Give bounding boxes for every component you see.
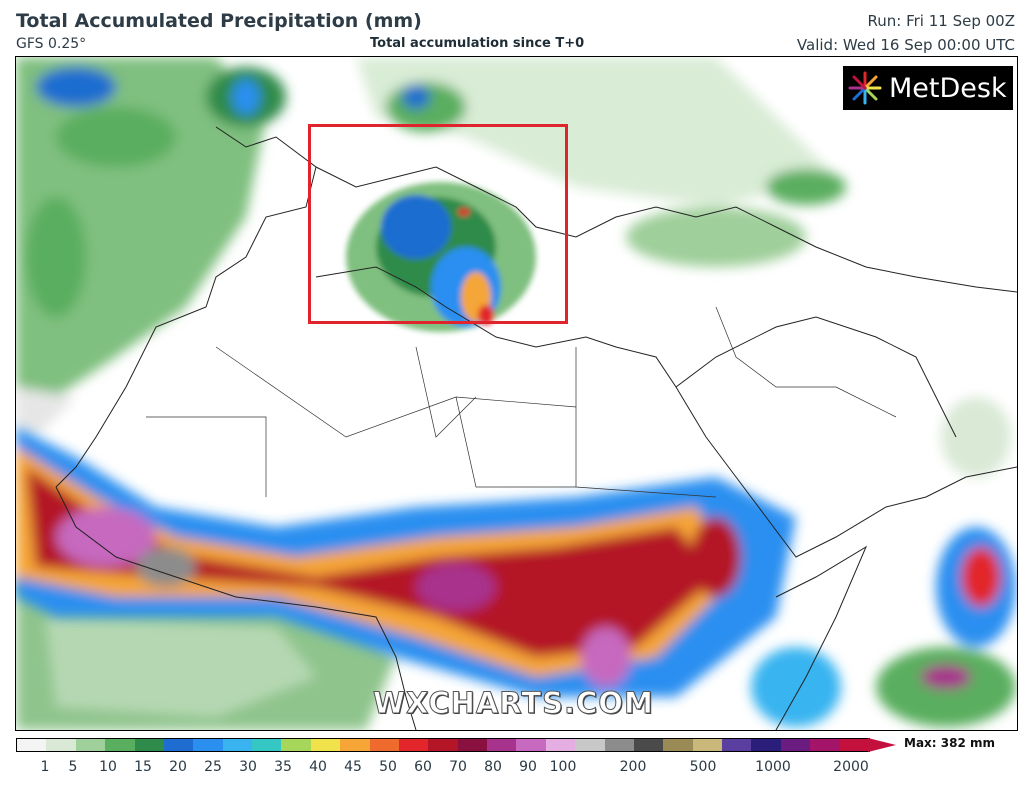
colorbar [16, 738, 870, 752]
coastlines [55, 126, 1017, 730]
colorbar-tick-label: 2000 [833, 759, 869, 775]
colorbar-tick-label: 45 [344, 759, 362, 775]
colorbar-tick-label: 35 [274, 759, 292, 775]
colorbar-swatch [369, 739, 399, 751]
colorbar-tick-label: 25 [204, 759, 222, 775]
metdesk-logo: MetDesk [843, 66, 1013, 110]
colorbar-swatch [75, 739, 106, 751]
colorbar-tick-label: 5 [68, 759, 78, 775]
colorbar-tick-label: 1000 [755, 759, 791, 775]
colorbar-tick-label: 50 [379, 759, 397, 775]
colorbar-tick-label: 200 [619, 759, 647, 775]
sahel-rain-band [16, 427, 796, 697]
colorbar-swatch [545, 739, 576, 751]
colorbar-swatch [722, 739, 752, 751]
colorbar-tick-label: 100 [549, 759, 577, 775]
colorbar-swatch [163, 739, 194, 751]
colorbar-tick-label: 70 [449, 759, 467, 775]
colorbar-swatch [457, 739, 487, 751]
colorbar-swatch [134, 739, 164, 751]
colorbar-swatch [222, 739, 252, 751]
country-borders [146, 306, 897, 498]
colorbar-tick-label: 90 [519, 759, 537, 775]
colorbar-swatch [692, 739, 722, 751]
colorbar-tick-label: 1 [40, 759, 50, 775]
colorbar-swatch [252, 739, 282, 751]
colorbar-swatch [105, 739, 135, 751]
colorbar-swatch [810, 739, 840, 751]
colorbar-swatch [575, 739, 605, 751]
logo-text: MetDesk [889, 72, 1007, 104]
map-canvas [16, 57, 1017, 730]
colorbar-tick-label: 60 [414, 759, 432, 775]
valid-time: Valid: Wed 16 Sep 00:00 UTC [796, 36, 1015, 54]
east-africa-rain-field [751, 397, 1016, 727]
colorbar-swatch [428, 739, 458, 751]
colorbar-swatch [340, 739, 370, 751]
wxcharts-watermark: WXCHARTS.COM [373, 686, 654, 721]
colorbar-tick-label: 30 [239, 759, 257, 775]
highlight-box [308, 124, 568, 324]
colorbar-tick-label: 40 [309, 759, 327, 775]
colorbar-swatch [516, 739, 546, 751]
colorbar-tick-label: 20 [169, 759, 187, 775]
accumulation-subtitle: Total accumulation since T+0 [370, 36, 585, 51]
colorbar-swatch [633, 739, 664, 751]
colorbar-swatch [839, 739, 869, 751]
model-label: GFS 0.25° [16, 36, 87, 52]
max-value-label: Max: 382 mm [904, 736, 995, 750]
colorbar-tick-label: 15 [134, 759, 152, 775]
colorbar-swatch [487, 739, 517, 751]
colorbar-swatch [780, 739, 811, 751]
colorbar-tick-label: 80 [484, 759, 502, 775]
colorbar-tick-label: 10 [99, 759, 117, 775]
run-time: Run: Fri 11 Sep 00Z [867, 12, 1015, 30]
colorbar-tick-label: 500 [689, 759, 717, 775]
colorbar-max-arrow [868, 738, 896, 752]
precipitation-map[interactable] [15, 56, 1018, 731]
colorbar-swatch [46, 739, 76, 751]
colorbar-swatch [281, 739, 311, 751]
colorbar-swatch [751, 739, 781, 751]
colorbar-swatch [663, 739, 693, 751]
colorbar-ticks: 1 5 10 15 20 25 30 35 40 45 50 60 70 80 90 100 200 500 100… [0, 759, 1024, 779]
colorbar-swatch [310, 739, 341, 751]
metdesk-starburst-icon [848, 71, 882, 105]
medicane-rain-field [346, 182, 536, 332]
atlantic-rain-field [16, 57, 396, 730]
colorbar-swatch [193, 739, 223, 751]
europe-rain-field [356, 57, 846, 267]
colorbar-swatch [604, 739, 634, 751]
colorbar-swatch [17, 739, 47, 751]
chart-title: Total Accumulated Precipitation (mm) [16, 10, 422, 32]
colorbar-swatch [398, 739, 429, 751]
